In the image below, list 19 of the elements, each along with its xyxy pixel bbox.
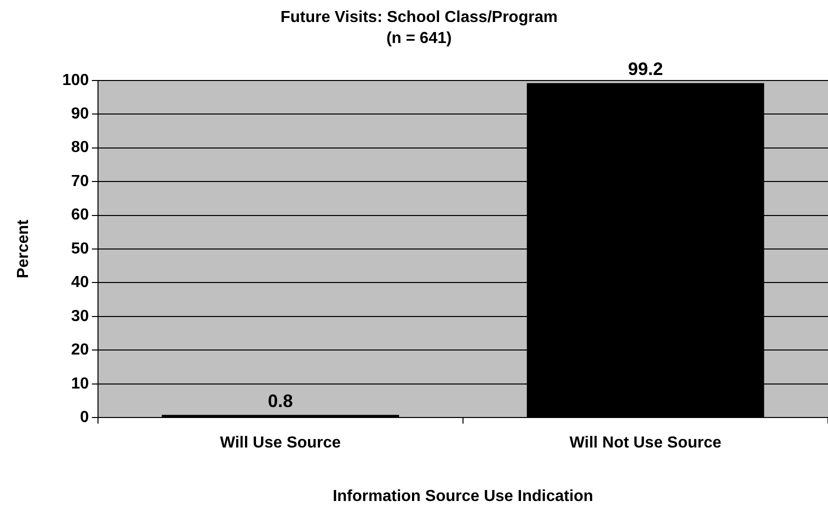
- data-label: 0.8: [268, 390, 293, 411]
- y-tick-label: 50: [71, 240, 89, 258]
- y-tick-label: 100: [62, 72, 89, 89]
- y-tick-label: 40: [71, 274, 89, 292]
- chart-subtitle: (n = 641): [386, 30, 452, 48]
- x-axis-title: Information Source Use Indication: [332, 488, 594, 505]
- chart-title: Future Visits: School Class/Program: [280, 9, 558, 26]
- y-tick-label: 60: [71, 206, 89, 224]
- data-label: 99.2: [628, 59, 663, 80]
- y-tick-label: 90: [71, 106, 89, 123]
- y-tick-label: 0: [80, 409, 89, 426]
- y-axis-title: Percent: [15, 218, 32, 278]
- y-tick-label: 20: [71, 342, 89, 359]
- y-tick-label: 80: [71, 139, 89, 156]
- y-tick-label: 70: [71, 172, 89, 190]
- x-tick-label: Will Not Use Source: [570, 434, 722, 452]
- y-tick-label: 10: [71, 375, 89, 392]
- y-tick-label: 30: [71, 308, 89, 325]
- x-tick-label: Will Use Source: [220, 434, 341, 452]
